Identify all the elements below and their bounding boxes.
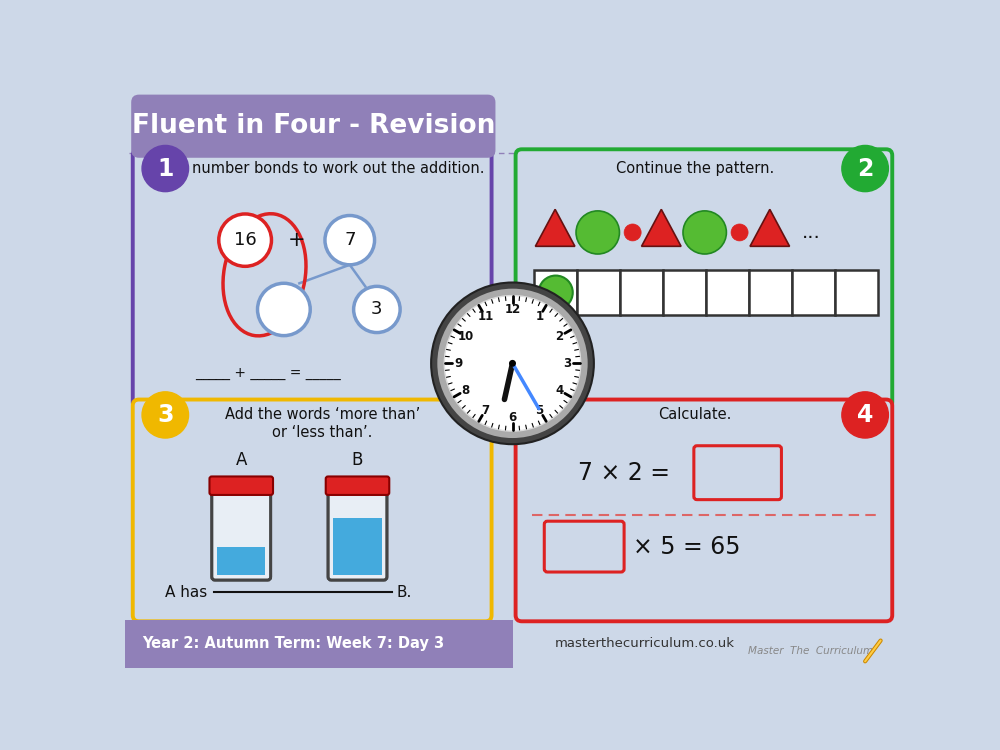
Bar xyxy=(663,270,706,315)
Text: 2: 2 xyxy=(555,330,564,343)
Text: Add the words ‘more than’: Add the words ‘more than’ xyxy=(225,407,420,422)
Text: × 5 = 65: × 5 = 65 xyxy=(633,535,740,559)
Text: 7 × 2 =: 7 × 2 = xyxy=(578,461,670,485)
Bar xyxy=(125,620,512,668)
Polygon shape xyxy=(750,209,790,246)
Text: masterthecurriculum.co.uk: masterthecurriculum.co.uk xyxy=(555,638,735,650)
Bar xyxy=(577,270,620,315)
Text: 1: 1 xyxy=(157,157,173,181)
FancyBboxPatch shape xyxy=(694,446,781,500)
Circle shape xyxy=(437,289,588,438)
FancyBboxPatch shape xyxy=(516,149,892,408)
FancyBboxPatch shape xyxy=(516,400,892,621)
Text: Calculate.: Calculate. xyxy=(658,407,731,422)
Text: 9: 9 xyxy=(454,357,462,370)
Text: 3: 3 xyxy=(563,357,571,370)
Text: 16: 16 xyxy=(234,231,256,249)
Bar xyxy=(835,270,878,315)
Text: 5: 5 xyxy=(536,404,544,416)
Circle shape xyxy=(258,284,310,336)
FancyBboxPatch shape xyxy=(212,485,271,580)
Text: Year 2: Autumn Term: Week 7: Day 3: Year 2: Autumn Term: Week 7: Day 3 xyxy=(142,636,444,651)
Circle shape xyxy=(325,215,375,265)
Text: 3: 3 xyxy=(157,403,174,427)
Text: _____ + _____ = _____: _____ + _____ = _____ xyxy=(196,366,341,380)
Text: Continue the pattern.: Continue the pattern. xyxy=(616,161,774,176)
Text: Master  The  Curriculum: Master The Curriculum xyxy=(748,646,873,656)
Bar xyxy=(217,548,265,575)
FancyBboxPatch shape xyxy=(133,149,492,408)
Text: 4: 4 xyxy=(857,403,873,427)
Text: +: + xyxy=(288,230,306,251)
Text: 7: 7 xyxy=(481,404,489,416)
Text: 11: 11 xyxy=(477,310,493,323)
Text: ...: ... xyxy=(802,223,820,242)
Text: 2: 2 xyxy=(857,157,873,181)
Circle shape xyxy=(219,214,271,266)
FancyBboxPatch shape xyxy=(133,400,492,621)
Text: B: B xyxy=(352,451,363,469)
FancyBboxPatch shape xyxy=(544,521,624,572)
Text: A has: A has xyxy=(165,584,212,599)
Text: 1: 1 xyxy=(536,310,544,323)
Text: Use number bonds to work out the addition.: Use number bonds to work out the additio… xyxy=(160,161,485,176)
Text: 6: 6 xyxy=(508,411,517,424)
Circle shape xyxy=(142,146,189,192)
Text: or ‘less than’.: or ‘less than’. xyxy=(272,425,373,440)
Circle shape xyxy=(509,360,516,367)
Bar xyxy=(620,270,663,315)
Text: 7: 7 xyxy=(344,231,356,249)
FancyBboxPatch shape xyxy=(328,485,387,580)
Circle shape xyxy=(431,283,594,444)
FancyBboxPatch shape xyxy=(209,476,273,495)
Circle shape xyxy=(444,296,581,431)
Text: 12: 12 xyxy=(504,303,521,316)
Bar xyxy=(333,518,382,575)
Circle shape xyxy=(842,392,888,438)
Polygon shape xyxy=(535,209,575,246)
Polygon shape xyxy=(642,209,681,246)
Bar xyxy=(749,270,792,315)
Circle shape xyxy=(354,286,400,332)
Text: B.: B. xyxy=(396,584,412,599)
Text: Fluent in Four - Revision: Fluent in Four - Revision xyxy=(132,113,495,140)
Text: 4: 4 xyxy=(555,384,564,397)
Text: A: A xyxy=(236,451,247,469)
Text: 8: 8 xyxy=(461,384,470,397)
FancyBboxPatch shape xyxy=(131,94,495,158)
Text: 3: 3 xyxy=(371,301,383,319)
Bar xyxy=(792,270,835,315)
Circle shape xyxy=(683,211,726,254)
Circle shape xyxy=(731,224,748,241)
Bar xyxy=(534,270,577,315)
Circle shape xyxy=(539,275,573,310)
FancyBboxPatch shape xyxy=(326,476,389,495)
Text: 10: 10 xyxy=(457,330,474,343)
Circle shape xyxy=(576,211,619,254)
Bar xyxy=(706,270,749,315)
Circle shape xyxy=(842,146,888,192)
Circle shape xyxy=(142,392,189,438)
Circle shape xyxy=(624,224,641,241)
